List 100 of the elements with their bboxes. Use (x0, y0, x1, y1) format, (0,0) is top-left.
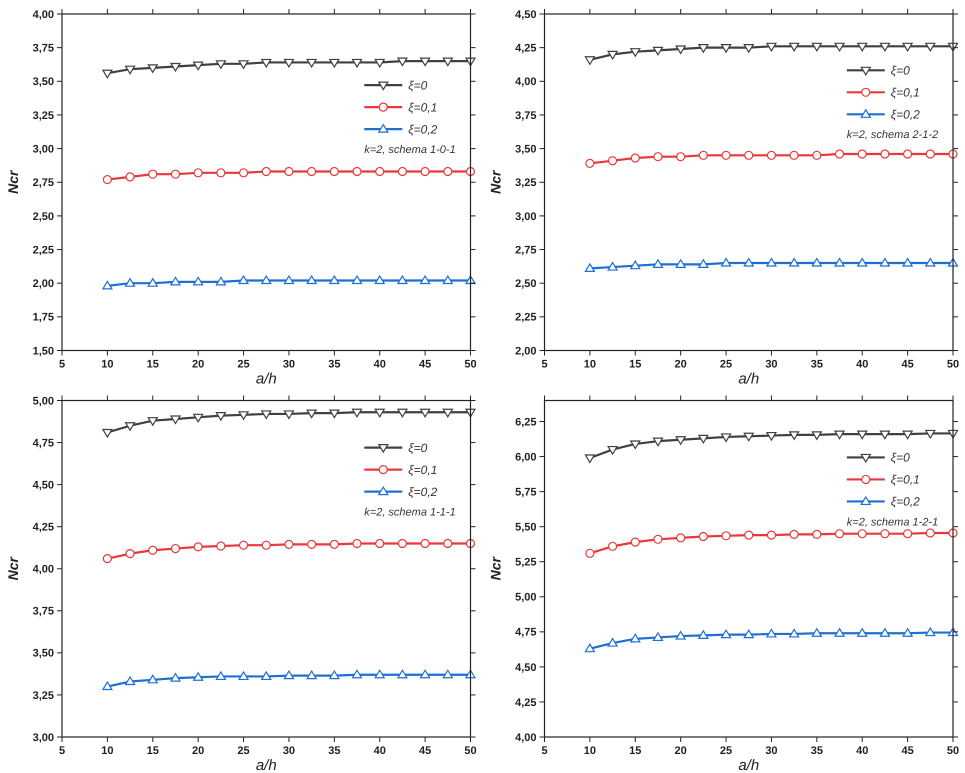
x-axis-title: a/h (256, 757, 277, 773)
point (902, 258, 913, 267)
y-tick-label: 2,75 (515, 244, 536, 256)
y-axis-title: Ncr (5, 556, 21, 580)
point (261, 58, 272, 68)
point (720, 44, 732, 53)
point (926, 149, 935, 159)
y-tick-label: 3,25 (515, 177, 536, 190)
x-tick-label: 50 (464, 745, 477, 757)
y-tick-label: 4,00 (32, 564, 54, 576)
point (676, 533, 686, 543)
annotation: k=2, schema 1-2-1 (846, 516, 938, 528)
y-tick-label: 4,00 (32, 8, 54, 21)
point (170, 276, 181, 286)
point (698, 259, 708, 268)
y-tick-label: 2,50 (32, 210, 54, 223)
y-tick-label: 4,50 (515, 662, 536, 674)
point (284, 410, 294, 420)
point (766, 42, 777, 52)
y-tick-label: 6,00 (515, 451, 536, 464)
y-tick-label: 2,75 (32, 177, 54, 190)
y-tick-label: 5,75 (515, 486, 536, 498)
point (306, 58, 317, 68)
point (148, 417, 158, 426)
legend-label: ξ=0,1 (408, 462, 438, 477)
point (789, 42, 800, 52)
point (420, 408, 430, 418)
point (926, 528, 935, 538)
point (630, 48, 640, 57)
point (630, 634, 640, 642)
point (584, 644, 595, 652)
point (720, 630, 732, 638)
point (630, 260, 640, 270)
point (170, 415, 181, 424)
x-tick-label: 10 (101, 745, 114, 757)
point (744, 530, 754, 540)
annotation: k=2, schema 2-1-2 (846, 129, 938, 142)
point (834, 258, 845, 267)
point (652, 259, 664, 268)
point (834, 628, 845, 637)
point (652, 46, 664, 56)
point (216, 541, 226, 551)
x-tick-label: 45 (418, 745, 432, 757)
y-tick-label: 3,00 (32, 732, 54, 744)
point (307, 166, 316, 176)
point (721, 150, 731, 160)
point (397, 58, 408, 66)
point (857, 628, 868, 637)
point (721, 531, 731, 540)
x-tick-label: 50 (464, 358, 477, 370)
y-axis-title: Ncr (488, 169, 504, 194)
point (216, 60, 226, 69)
point (789, 258, 800, 267)
x-tick-label: 20 (192, 358, 204, 370)
point (812, 431, 822, 440)
y-tick-label: 4,00 (515, 732, 536, 744)
point (102, 554, 112, 564)
point (880, 529, 890, 538)
point (925, 430, 936, 439)
point (812, 530, 822, 539)
point (261, 671, 272, 680)
point (607, 262, 618, 271)
point (676, 259, 686, 268)
point (720, 433, 732, 442)
point (834, 430, 845, 440)
x-tick-label: 40 (374, 745, 386, 757)
x-tick-label: 40 (856, 358, 868, 370)
point (652, 632, 664, 642)
point (148, 546, 158, 555)
point (608, 542, 618, 551)
x-tick-label: 45 (901, 358, 914, 370)
point (124, 422, 136, 431)
point (858, 529, 867, 538)
y-tick-label: 2,25 (32, 244, 54, 256)
point (194, 542, 203, 552)
y-tick-label: 4,25 (32, 522, 54, 534)
point (374, 670, 385, 678)
point (124, 676, 136, 686)
y-tick-label: 1,75 (32, 312, 54, 324)
point (352, 166, 362, 176)
y-tick-label: 2,00 (515, 345, 536, 358)
point (442, 58, 453, 66)
point (306, 275, 317, 284)
point (420, 670, 430, 678)
y-tick-label: 5,50 (515, 522, 536, 534)
point (238, 60, 249, 69)
point (744, 258, 754, 267)
x-tick-label: 40 (374, 358, 386, 370)
point (148, 278, 158, 287)
point (193, 276, 204, 286)
point (766, 530, 776, 540)
point (420, 166, 430, 176)
x-tick-label: 40 (856, 745, 868, 757)
point (352, 538, 362, 548)
point (284, 166, 294, 176)
point (698, 630, 708, 639)
point (284, 58, 294, 68)
point (812, 42, 822, 52)
point (857, 42, 868, 52)
point (102, 70, 112, 78)
